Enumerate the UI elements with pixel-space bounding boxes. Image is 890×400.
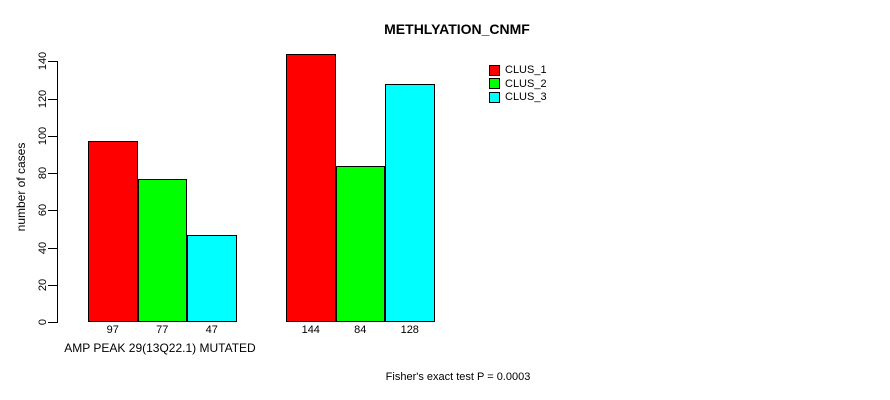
legend-swatch-clus_1 bbox=[489, 64, 500, 76]
y-axis-tick bbox=[48, 247, 57, 249]
y-axis-tick-label: 40 bbox=[37, 241, 49, 254]
y-axis-tick-label: 20 bbox=[37, 278, 49, 291]
y-axis-tick bbox=[48, 210, 57, 212]
y-axis-tick bbox=[48, 284, 57, 286]
y-axis-tick bbox=[48, 98, 57, 100]
bar-clus_3-group1 bbox=[187, 235, 237, 322]
y-axis-tick-label: 100 bbox=[37, 126, 49, 146]
bar-clus_1-group2 bbox=[286, 54, 336, 322]
legend-swatch-clus_3 bbox=[489, 91, 500, 103]
stat-annotation: Fisher's exact test P = 0.0003 bbox=[385, 371, 531, 383]
legend-label: CLUS_2 bbox=[505, 77, 547, 90]
bar-value-label: 84 bbox=[354, 324, 367, 336]
bar-value-label: 128 bbox=[400, 324, 419, 336]
x-axis-label: AMP PEAK 29(13Q22.1) MUTATED bbox=[64, 341, 256, 355]
legend-row: CLUS_3 bbox=[489, 91, 547, 103]
bar-clus_1-group1 bbox=[88, 141, 138, 322]
y-axis-tick bbox=[48, 173, 57, 175]
legend-label: CLUS_1 bbox=[505, 64, 547, 76]
bar-value-label: 77 bbox=[156, 324, 169, 336]
legend-row: CLUS_2 bbox=[489, 78, 547, 90]
y-axis-tick-label: 0 bbox=[37, 318, 49, 326]
bar-value-label: 144 bbox=[301, 324, 320, 336]
y-axis-line bbox=[57, 61, 58, 323]
y-axis-tick bbox=[48, 322, 57, 323]
bar-value-label: 97 bbox=[106, 324, 119, 336]
bar-value-label: 47 bbox=[205, 324, 218, 336]
bar-clus_2-group1 bbox=[137, 179, 187, 322]
bar-clus_3-group2 bbox=[385, 84, 435, 322]
y-axis-tick bbox=[48, 61, 57, 63]
y-axis-tick-label: 80 bbox=[37, 166, 49, 180]
y-axis-tick-label: 120 bbox=[37, 89, 49, 108]
legend-label: CLUS_3 bbox=[505, 91, 547, 103]
y-axis-tick-label: 140 bbox=[37, 52, 49, 71]
chart-title: METHLYATION_CNMF bbox=[384, 21, 530, 37]
bar-clus_2-group2 bbox=[335, 166, 385, 322]
y-axis-label: number of cases bbox=[14, 142, 28, 232]
y-axis-tick bbox=[48, 135, 57, 137]
legend-swatch-clus_2 bbox=[489, 78, 500, 89]
legend: CLUS_1 CLUS_2 CLUS_3 bbox=[489, 64, 547, 105]
legend-row: CLUS_1 bbox=[489, 64, 547, 76]
y-axis-tick-label: 60 bbox=[37, 204, 49, 217]
